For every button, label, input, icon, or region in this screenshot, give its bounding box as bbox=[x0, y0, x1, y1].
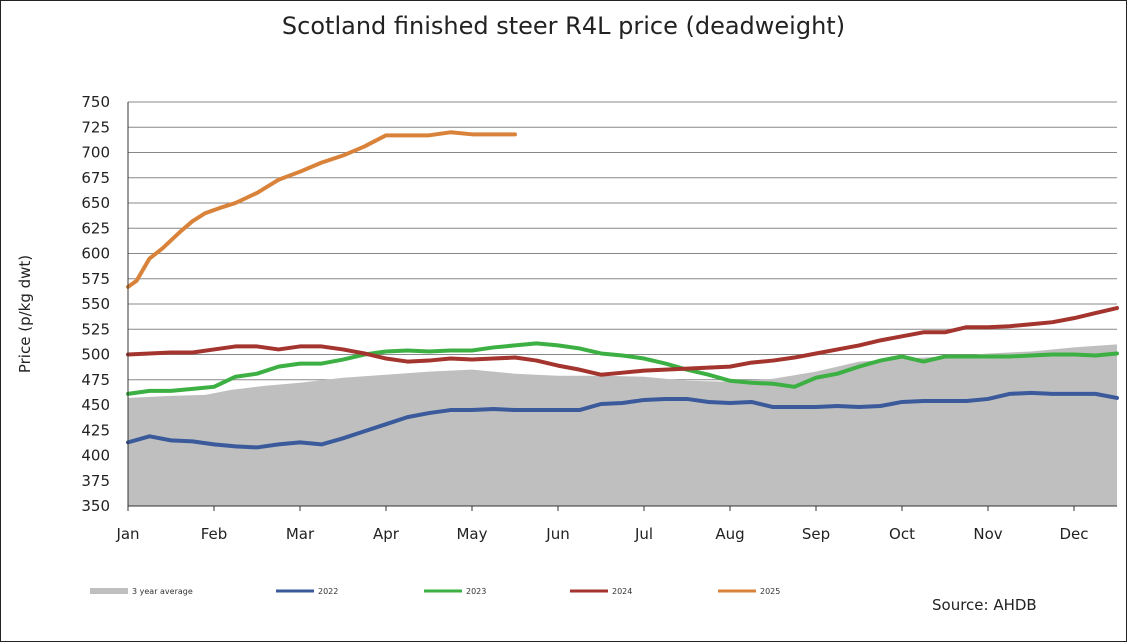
series-line-2022 bbox=[126, 390, 1119, 450]
x-tick-label: Feb bbox=[201, 525, 228, 543]
legend: 3 year average 2022 2023 2024 2025 bbox=[90, 587, 780, 596]
y-tick-label: 350 bbox=[81, 497, 110, 515]
x-tick-label: Jan bbox=[115, 525, 139, 543]
line-series bbox=[126, 130, 1119, 450]
legend-label: 3 year average bbox=[132, 587, 193, 596]
y-tick-label: 675 bbox=[81, 169, 110, 187]
y-tick-label: 525 bbox=[81, 320, 110, 338]
area-3-year-average bbox=[128, 344, 1117, 506]
source-note: Source: AHDB bbox=[932, 596, 1037, 614]
y-tick-label: 750 bbox=[81, 93, 110, 111]
x-tick-label: Mar bbox=[286, 525, 315, 543]
x-tick-label: Aug bbox=[715, 525, 744, 543]
y-tick-label: 725 bbox=[81, 118, 110, 136]
legend-label: 2022 bbox=[318, 587, 338, 596]
legend-label: 2025 bbox=[760, 587, 780, 596]
axes: 350 375 400 425 450 475 500 525 550 575 600 625 650 6… bbox=[16, 93, 1117, 543]
x-tick-label: Oct bbox=[889, 525, 915, 543]
area-series bbox=[128, 344, 1117, 506]
y-axis-title: Price (p/kg dwt) bbox=[16, 255, 34, 373]
y-tick-label: 450 bbox=[81, 396, 110, 414]
series-line-2023 bbox=[126, 341, 1119, 396]
x-tick-label: Dec bbox=[1059, 525, 1088, 543]
series-line-2024 bbox=[126, 306, 1119, 377]
legend-label: 2023 bbox=[466, 587, 486, 596]
x-tick-label: May bbox=[456, 525, 487, 543]
legend-label: 2024 bbox=[612, 587, 632, 596]
y-tick-label: 650 bbox=[81, 194, 110, 212]
x-tick-label: Jul bbox=[634, 525, 653, 543]
chart-title: Scotland finished steer R4L price (deadw… bbox=[281, 12, 846, 40]
legend-swatch bbox=[90, 588, 128, 594]
y-tick-label: 475 bbox=[81, 371, 110, 389]
y-tick-label: 625 bbox=[81, 219, 110, 237]
y-tick-label: 600 bbox=[81, 245, 110, 263]
y-tick-label: 575 bbox=[81, 270, 110, 288]
y-tick-label: 375 bbox=[81, 472, 110, 490]
x-tick-label: Apr bbox=[373, 525, 400, 543]
x-tick-label: Sep bbox=[802, 525, 830, 543]
y-tick-label: 425 bbox=[81, 421, 110, 439]
x-tick-label: Nov bbox=[973, 525, 1002, 543]
y-tick-label: 400 bbox=[81, 447, 110, 465]
x-tick-label: Jun bbox=[545, 525, 569, 543]
series-line-2025 bbox=[126, 130, 517, 289]
y-tick-label: 500 bbox=[81, 346, 110, 364]
y-tick-label: 700 bbox=[81, 144, 110, 162]
y-tick-label: 550 bbox=[81, 295, 110, 313]
